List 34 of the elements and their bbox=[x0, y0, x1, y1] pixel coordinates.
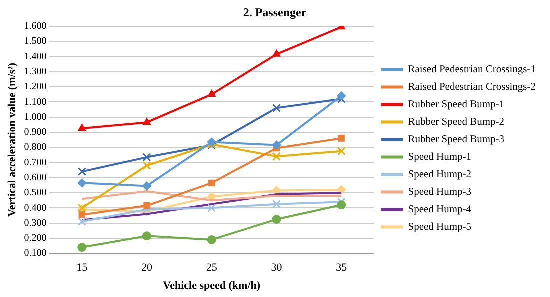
legend-label: Speed Hump-3 bbox=[408, 187, 472, 198]
y-axis-title: Vertical acceleration value (m/s²) bbox=[6, 62, 18, 218]
legend-label: Rubber Speed Bump-3 bbox=[408, 134, 505, 146]
y-tick-label: 1.000 bbox=[24, 112, 47, 123]
y-tick-label: 0.200 bbox=[24, 233, 47, 244]
x-tick-label: 35 bbox=[336, 262, 348, 274]
y-tick-label: 0.100 bbox=[24, 248, 47, 260]
legend-label: Speed Hump-1 bbox=[408, 152, 472, 163]
y-tick-label: 0.400 bbox=[24, 202, 47, 214]
legend-label: Rubber Speed Bump-2 bbox=[408, 117, 505, 128]
legend-label: Speed Hump-5 bbox=[408, 222, 472, 233]
y-tick-label: 1.200 bbox=[24, 82, 47, 93]
legend-label: Speed Hump-4 bbox=[408, 204, 472, 216]
y-tick-label: 1.100 bbox=[24, 96, 47, 108]
y-tick-label: 0.700 bbox=[24, 157, 47, 168]
y-tick-label: 1.300 bbox=[24, 66, 47, 78]
x-tick-label: 25 bbox=[206, 262, 218, 274]
legend-label: Rubber Speed Bump-1 bbox=[408, 100, 505, 110]
x-tick-label: 15 bbox=[76, 262, 88, 274]
y-tick-label: 0.900 bbox=[24, 127, 47, 138]
y-tick-label: 1.400 bbox=[24, 51, 47, 62]
y-tick-label: 1.600 bbox=[24, 21, 47, 32]
y-tick-label: 0.500 bbox=[24, 188, 47, 199]
y-tick-label: 0.300 bbox=[24, 218, 47, 229]
x-axis-title: Vehicle speed (km/h) bbox=[163, 280, 261, 292]
x-tick-label: 30 bbox=[271, 262, 283, 274]
legend-label: Raised Pedestrian Crossings-1 bbox=[408, 64, 536, 76]
chart-title: 2. Passenger bbox=[243, 5, 308, 20]
y-tick-label: 0.600 bbox=[24, 172, 47, 184]
y-tick-label: 0.800 bbox=[24, 142, 47, 154]
legend-label: Speed Hump-2 bbox=[408, 170, 472, 180]
legend-label: Raised Pedestrian Crossings-2 bbox=[408, 82, 536, 93]
y-tick-label: 1.500 bbox=[24, 36, 47, 48]
x-tick-label: 20 bbox=[141, 262, 153, 274]
